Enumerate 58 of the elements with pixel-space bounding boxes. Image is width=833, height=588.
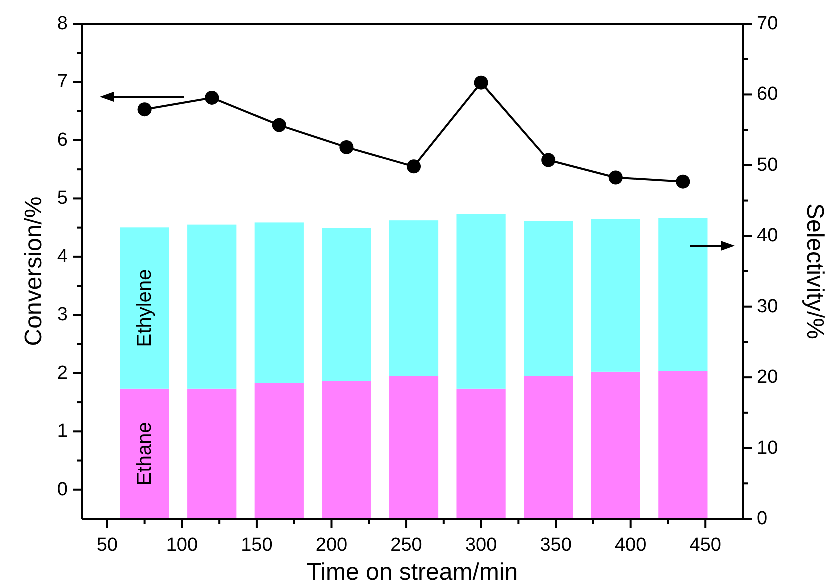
x-tick-label: 450 bbox=[690, 535, 722, 556]
point bbox=[542, 153, 556, 168]
series-label: Ethane bbox=[134, 422, 156, 486]
point bbox=[676, 174, 690, 189]
y-tick-label: 6 bbox=[57, 130, 68, 151]
bar bbox=[188, 388, 237, 519]
y2-tick-label: 0 bbox=[757, 508, 768, 530]
y2-tick-label: 60 bbox=[757, 84, 778, 106]
bar bbox=[389, 376, 439, 519]
y-tick-label: 3 bbox=[57, 304, 68, 326]
y-tick-label: 1 bbox=[57, 421, 68, 442]
point bbox=[205, 90, 220, 105]
bar bbox=[524, 376, 574, 519]
bar bbox=[120, 388, 170, 519]
y-tick-label: 7 bbox=[57, 72, 68, 93]
bar bbox=[658, 218, 708, 372]
y-tick-label: 5 bbox=[57, 188, 68, 210]
bar bbox=[254, 222, 304, 384]
point bbox=[138, 102, 152, 117]
bar bbox=[658, 371, 708, 519]
bar bbox=[591, 372, 640, 519]
x-tick-label: 300 bbox=[465, 535, 498, 556]
x-tick-label: 250 bbox=[390, 535, 422, 556]
point bbox=[406, 160, 421, 174]
x-tick-label: 150 bbox=[241, 535, 273, 556]
bar bbox=[322, 228, 372, 382]
bar bbox=[188, 224, 237, 389]
bar bbox=[322, 381, 372, 519]
y2-axis-title: Selectivity/% bbox=[802, 203, 828, 340]
bar bbox=[120, 228, 170, 389]
bar bbox=[389, 220, 439, 376]
x-tick-label: 100 bbox=[166, 535, 198, 556]
y2-tick-label: 20 bbox=[757, 367, 778, 388]
y2-tick-label: 40 bbox=[757, 226, 778, 247]
y2-tick-label: 30 bbox=[757, 296, 778, 318]
point bbox=[608, 170, 623, 185]
bar bbox=[254, 383, 304, 519]
bar bbox=[524, 221, 574, 376]
point bbox=[340, 140, 354, 154]
y-tick-label: 0 bbox=[57, 479, 68, 500]
y-tick-label: 8 bbox=[57, 14, 68, 34]
point bbox=[474, 76, 488, 90]
y2-tick-label: 70 bbox=[757, 14, 778, 34]
y2-tick-label: 50 bbox=[757, 154, 778, 176]
bar bbox=[456, 388, 506, 519]
y-axis-title: Conversion/% bbox=[20, 196, 48, 346]
bar bbox=[591, 219, 640, 372]
x-axis-title: Time on stream/min bbox=[306, 559, 518, 586]
x-tick-label: 50 bbox=[96, 535, 118, 556]
y-tick-label: 4 bbox=[57, 246, 68, 268]
x-tick-label: 400 bbox=[614, 535, 647, 556]
x-tick-label: 350 bbox=[540, 535, 572, 556]
x-tick-label: 200 bbox=[316, 535, 348, 556]
bar bbox=[456, 214, 506, 389]
point bbox=[272, 118, 286, 132]
series-label: Ethylene bbox=[134, 269, 156, 348]
y2-tick-label: 10 bbox=[757, 438, 778, 459]
y-tick-label: 2 bbox=[57, 362, 68, 384]
